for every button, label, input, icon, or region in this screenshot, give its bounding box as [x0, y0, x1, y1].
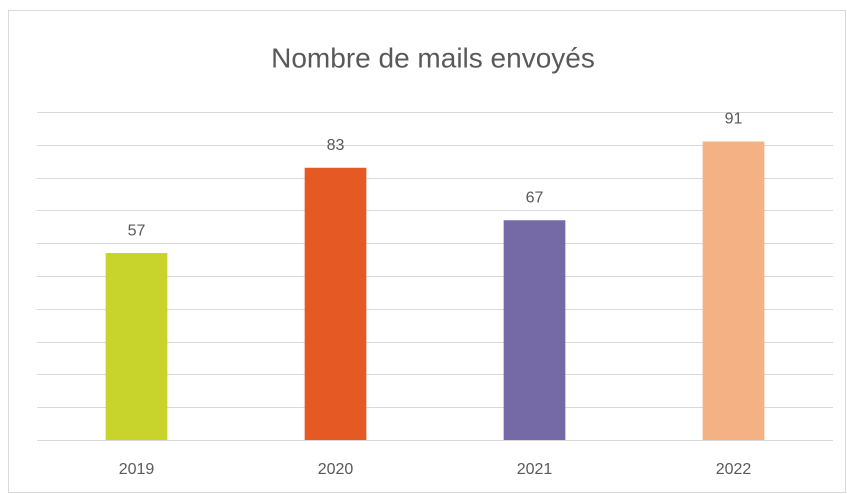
data-label: 57 [128, 222, 146, 239]
bar [702, 141, 765, 440]
x-tick-label: 2021 [517, 461, 553, 478]
data-label: 67 [526, 189, 544, 206]
x-tick-label: 2022 [716, 461, 752, 478]
bar [503, 220, 566, 440]
data-label: 91 [725, 111, 743, 128]
chart-title: Nombre de mails envoyés [271, 42, 595, 73]
bar [105, 253, 168, 440]
data-label: 83 [327, 137, 345, 154]
x-tick-label: 2020 [318, 461, 354, 478]
bar [304, 167, 367, 440]
x-tick-label: 2019 [119, 461, 155, 478]
